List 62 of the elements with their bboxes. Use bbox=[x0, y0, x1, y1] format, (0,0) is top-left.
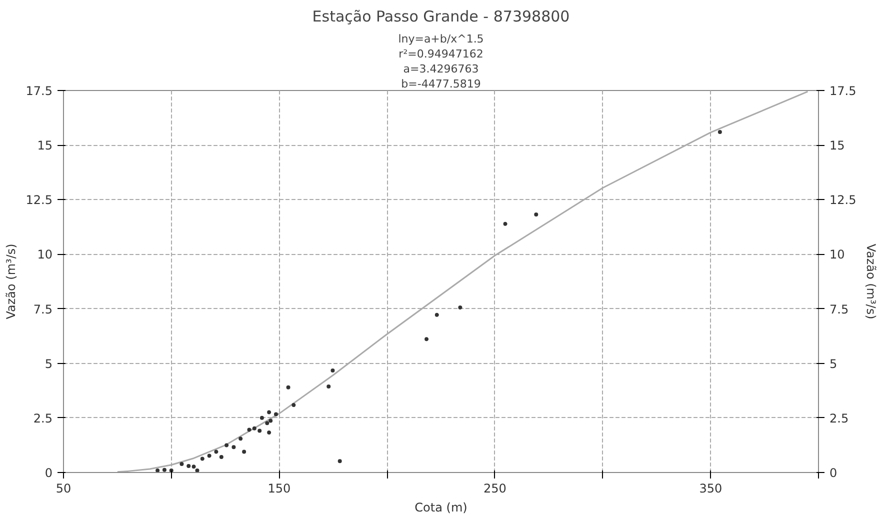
y2-tick-label: 10 bbox=[830, 248, 845, 262]
point bbox=[214, 450, 218, 454]
point bbox=[424, 337, 429, 342]
point bbox=[219, 455, 224, 459]
x-tick-label: 50 bbox=[56, 482, 72, 496]
point bbox=[192, 464, 196, 469]
y2-tick-label: 15 bbox=[830, 138, 845, 153]
y2-tick-label: 12.5 bbox=[830, 193, 856, 208]
x-tick-label: 250 bbox=[483, 482, 506, 496]
point bbox=[247, 428, 252, 432]
point bbox=[238, 436, 243, 441]
y2-tick-label: 2.5 bbox=[830, 411, 849, 426]
point bbox=[292, 403, 296, 408]
point bbox=[258, 428, 262, 433]
y-tick-label: 15 bbox=[37, 138, 53, 153]
point bbox=[200, 456, 204, 461]
y-tick-label: 12.5 bbox=[26, 193, 52, 208]
point bbox=[207, 454, 212, 458]
point bbox=[265, 421, 270, 426]
text: b=-4477.5819 bbox=[401, 78, 481, 90]
chart-title: Estação Passo Grande - 87398800 bbox=[312, 8, 570, 26]
point bbox=[267, 410, 272, 414]
point bbox=[338, 459, 342, 464]
y-tick-label: 7.5 bbox=[33, 302, 53, 316]
y-tick-label: 5 bbox=[44, 356, 53, 371]
point bbox=[326, 384, 331, 388]
point bbox=[224, 443, 229, 448]
point bbox=[274, 412, 278, 416]
y-tick-label: 2.5 bbox=[33, 411, 53, 426]
y2-axis-title: Vazão (m³/s) bbox=[864, 244, 878, 320]
point bbox=[186, 464, 191, 468]
point bbox=[180, 462, 184, 466]
point bbox=[162, 468, 166, 472]
point bbox=[268, 418, 273, 423]
point bbox=[260, 416, 264, 420]
point bbox=[286, 385, 290, 390]
point bbox=[156, 468, 160, 472]
point bbox=[503, 222, 508, 226]
point bbox=[195, 468, 200, 472]
y-tick-label: 10 bbox=[37, 248, 53, 262]
y-tick-label: 17.5 bbox=[26, 84, 52, 98]
point bbox=[458, 305, 462, 310]
point bbox=[232, 445, 236, 450]
x-axis-title: Cota (m) bbox=[414, 500, 468, 514]
y2-tick-label: 17.5 bbox=[830, 84, 856, 98]
x-tick-label: 350 bbox=[699, 482, 722, 496]
y2-tick-label: 0 bbox=[830, 466, 838, 480]
y-axis-title: Vazão (m³/s) bbox=[4, 244, 18, 320]
point bbox=[534, 212, 538, 216]
point bbox=[718, 130, 722, 134]
text: a=3.4296763 bbox=[403, 62, 479, 76]
y-tick-label: 0 bbox=[44, 466, 53, 480]
point bbox=[330, 368, 335, 373]
point bbox=[252, 426, 256, 430]
point bbox=[434, 312, 439, 317]
text: r²=0.94947162 bbox=[398, 48, 484, 60]
text: lny=a+b/x^1.5 bbox=[398, 32, 484, 46]
y2-tick-label: 7.5 bbox=[830, 302, 849, 316]
y2-tick-label: 5 bbox=[830, 356, 838, 371]
point bbox=[267, 430, 272, 435]
point bbox=[242, 450, 246, 454]
x-tick-label: 150 bbox=[268, 482, 291, 496]
